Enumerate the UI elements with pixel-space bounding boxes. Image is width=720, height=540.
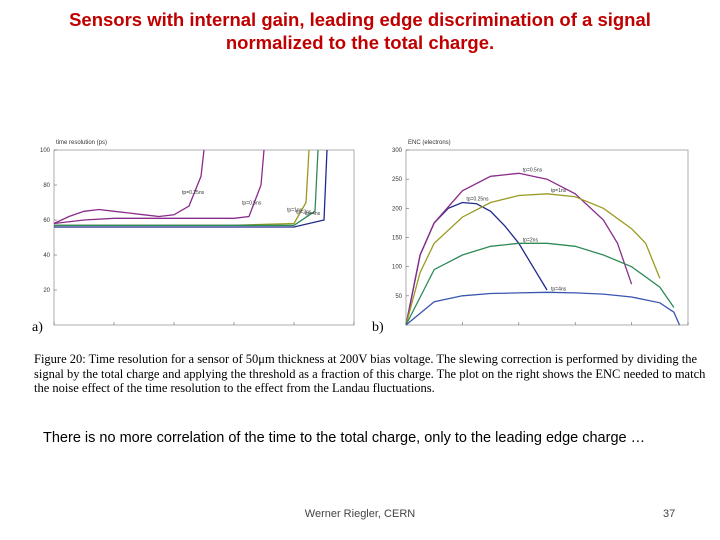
series-label: tp=0.25ns: [466, 197, 489, 203]
series-label: tp=1ns: [551, 188, 567, 194]
series-label: tp=2ns: [523, 237, 539, 243]
time-resolution-chart: time resolution (ps)Threshold0.00.20.40.…: [40, 140, 355, 326]
series-line-tp-0-5ns: [405, 172, 633, 326]
series-label: tp=0.25ns: [182, 190, 205, 196]
y-tick-label: 40: [43, 253, 50, 259]
plot-frame: [53, 149, 355, 326]
y-axis-label: ENC (electrons): [408, 140, 451, 146]
panel-a-label: a): [32, 320, 43, 335]
y-tick-label: 300: [392, 148, 403, 154]
series-label: tp=4ns: [551, 286, 567, 292]
y-tick-label: 100: [40, 148, 51, 154]
page-number: 37: [663, 508, 676, 520]
series-line-tp-0-5ns: [53, 149, 265, 225]
y-tick-label: 250: [392, 177, 403, 183]
enc-chart: ENC (electrons)Threshold0.00.20.40.60.81…: [392, 140, 689, 326]
y-tick-label: 50: [395, 294, 402, 300]
slide-title: Sensors with internal gain, leading edge…: [69, 9, 651, 53]
y-tick-label: 100: [392, 265, 403, 271]
y-axis-label: time resolution (ps): [56, 140, 107, 146]
y-tick-label: 20: [43, 288, 50, 294]
series-line-tp-4ns: [405, 291, 681, 326]
y-tick-label: 80: [43, 183, 50, 189]
series-line-tp-1ns: [405, 193, 661, 326]
series-label: tp=2ns: [296, 209, 312, 215]
series-line-tp-4ns: [54, 149, 328, 228]
y-tick-label: 200: [392, 206, 403, 212]
series-label: tp=1ns: [287, 208, 303, 214]
series-line-tp-0-25ns: [53, 149, 205, 225]
series-label: tp=4ns: [305, 211, 321, 217]
series-label: tp=0.5ns: [523, 167, 543, 173]
figure: time resolution (ps)Threshold0.00.20.40.…: [30, 130, 710, 340]
series-line-tp-2ns: [405, 242, 675, 326]
figure-caption: Figure 20: Time resolution for a sensor …: [34, 352, 706, 395]
y-tick-label: 150: [392, 236, 403, 242]
series-label: tp=0.5ns: [242, 201, 262, 207]
panel-b-label: b): [372, 320, 384, 335]
y-tick-label: 60: [43, 218, 50, 224]
body-text: There is no more correlation of the time…: [43, 430, 646, 446]
series-line-tp-2ns: [54, 149, 319, 226]
footer-author: Werner Riegler, CERN: [304, 508, 416, 520]
